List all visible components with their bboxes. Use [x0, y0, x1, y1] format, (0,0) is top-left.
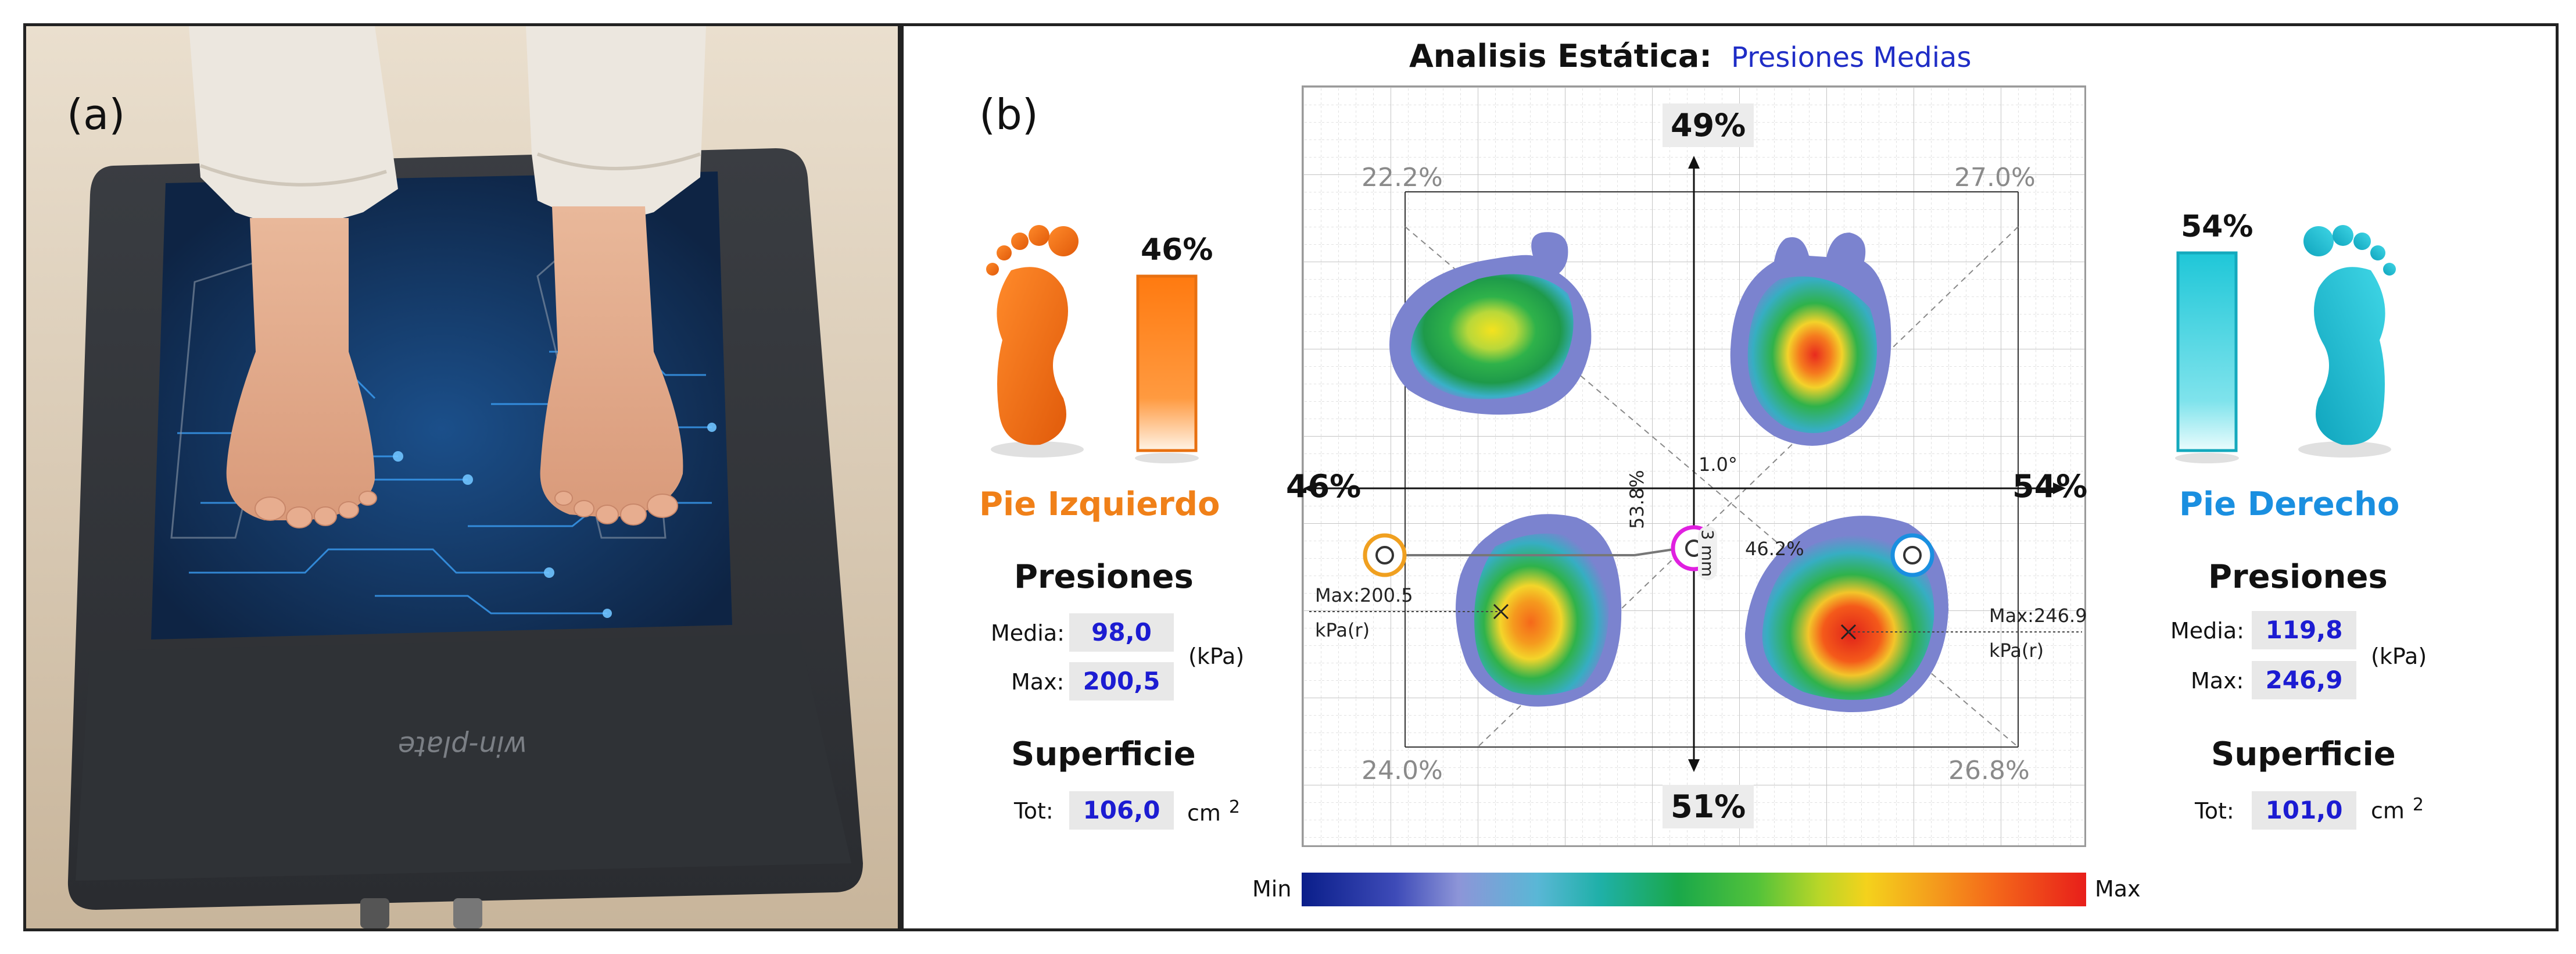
right-tot-label: Tot:: [2195, 798, 2234, 824]
pressure-map-canvas: [1303, 87, 2084, 845]
left-percent: 46%: [1286, 468, 1362, 505]
left-media-value: 98,0: [1069, 613, 1174, 652]
cop-left-marker-icon: [1363, 533, 1407, 577]
right-media-label: Media:: [2170, 618, 2244, 644]
cop-right-marker-icon: [1890, 533, 1934, 577]
max-left-line1: Max:200.5: [1315, 584, 1413, 606]
heat-left-heel: [1456, 514, 1622, 707]
panel-a-label: (a): [67, 90, 126, 139]
heat-left-forefoot: [1389, 232, 1592, 415]
max-right-line2: kPa(r): [1989, 639, 2044, 662]
top-percent: 49%: [1663, 103, 1754, 147]
left-media-label: Media:: [991, 620, 1065, 646]
left-surface-unit: cm 2: [1187, 797, 1241, 826]
right-pressures-heading: Presiones: [2208, 558, 2388, 596]
rotation-angle: 1.0°: [1699, 453, 1737, 476]
right-load-percent: 54%: [2181, 209, 2253, 244]
pressure-colorbar: [1302, 873, 2086, 906]
diagonal-left-percent: 53.8%: [1626, 470, 1648, 529]
left-tot-label: Tot:: [1014, 798, 1054, 824]
left-load-percent: 46%: [1141, 233, 1213, 267]
diagonal-right-percent: 46.2%: [1745, 538, 1804, 560]
left-foot-icon: [986, 225, 1084, 458]
left-load-bar: [1135, 274, 1199, 463]
right-foot-name: Pie Derecho: [2179, 485, 2400, 523]
max-right-line1: Max:246.9: [1989, 605, 2087, 627]
platform-brand-text: win-plate: [398, 730, 527, 762]
pressure-map: 49% 51% 46% 54% 22.2% 27.0% 24.0% 26.8% …: [1286, 85, 2088, 847]
right-foot-icon: [2298, 225, 2396, 458]
right-load-bar: [2175, 251, 2239, 463]
left-pressures-heading: Presiones: [1014, 558, 1194, 596]
cop-offset: 3 mm: [1698, 526, 1717, 581]
quadrant-top-left: 22.2%: [1362, 163, 1443, 192]
left-max-value: 200,5: [1069, 662, 1174, 701]
colorbar-max-label: Max: [2095, 876, 2141, 902]
left-foot-name: Pie Izquierdo: [979, 485, 1220, 523]
analysis-title: Analisis Estática:: [1409, 38, 1712, 74]
platform-photo: [26, 26, 898, 928]
right-max-value: 246,9: [2252, 661, 2356, 699]
left-max-label: Max:: [1011, 669, 1065, 695]
photo-panel: (a) win-plate: [23, 23, 901, 931]
analysis-subtitle: Presiones Medias: [1731, 41, 1972, 74]
left-tot-value: 106,0: [1069, 791, 1174, 830]
panel-b-label: (b): [979, 90, 1038, 139]
right-surface-heading: Superficie: [2211, 735, 2396, 773]
analysis-header: Analisis Estática: Presiones Medias: [1409, 38, 1971, 74]
quadrant-bottom-left: 24.0%: [1362, 756, 1443, 785]
analysis-panel: (b) Analisis Estática: Presiones Medias …: [901, 23, 2559, 931]
right-media-value: 119,8: [2252, 611, 2356, 649]
right-tot-value: 101,0: [2252, 791, 2356, 830]
right-pressure-unit: (kPa): [2371, 644, 2427, 669]
bottom-percent: 51%: [1663, 785, 1754, 828]
right-surface-unit: cm 2: [2371, 795, 2424, 824]
quadrant-top-right: 27.0%: [1954, 163, 2036, 192]
left-surface-heading: Superficie: [1011, 735, 1196, 773]
colorbar-min-label: Min: [1252, 876, 1292, 902]
right-percent: 54%: [2012, 468, 2088, 505]
left-pressure-unit: (kPa): [1188, 644, 1245, 669]
max-cross-icon: [1493, 603, 1857, 640]
right-max-label: Max:: [2191, 668, 2244, 694]
max-left-line2: kPa(r): [1315, 619, 1370, 641]
heat-right-forefoot: [1730, 233, 1891, 446]
quadrant-bottom-right: 26.8%: [1948, 756, 2030, 785]
